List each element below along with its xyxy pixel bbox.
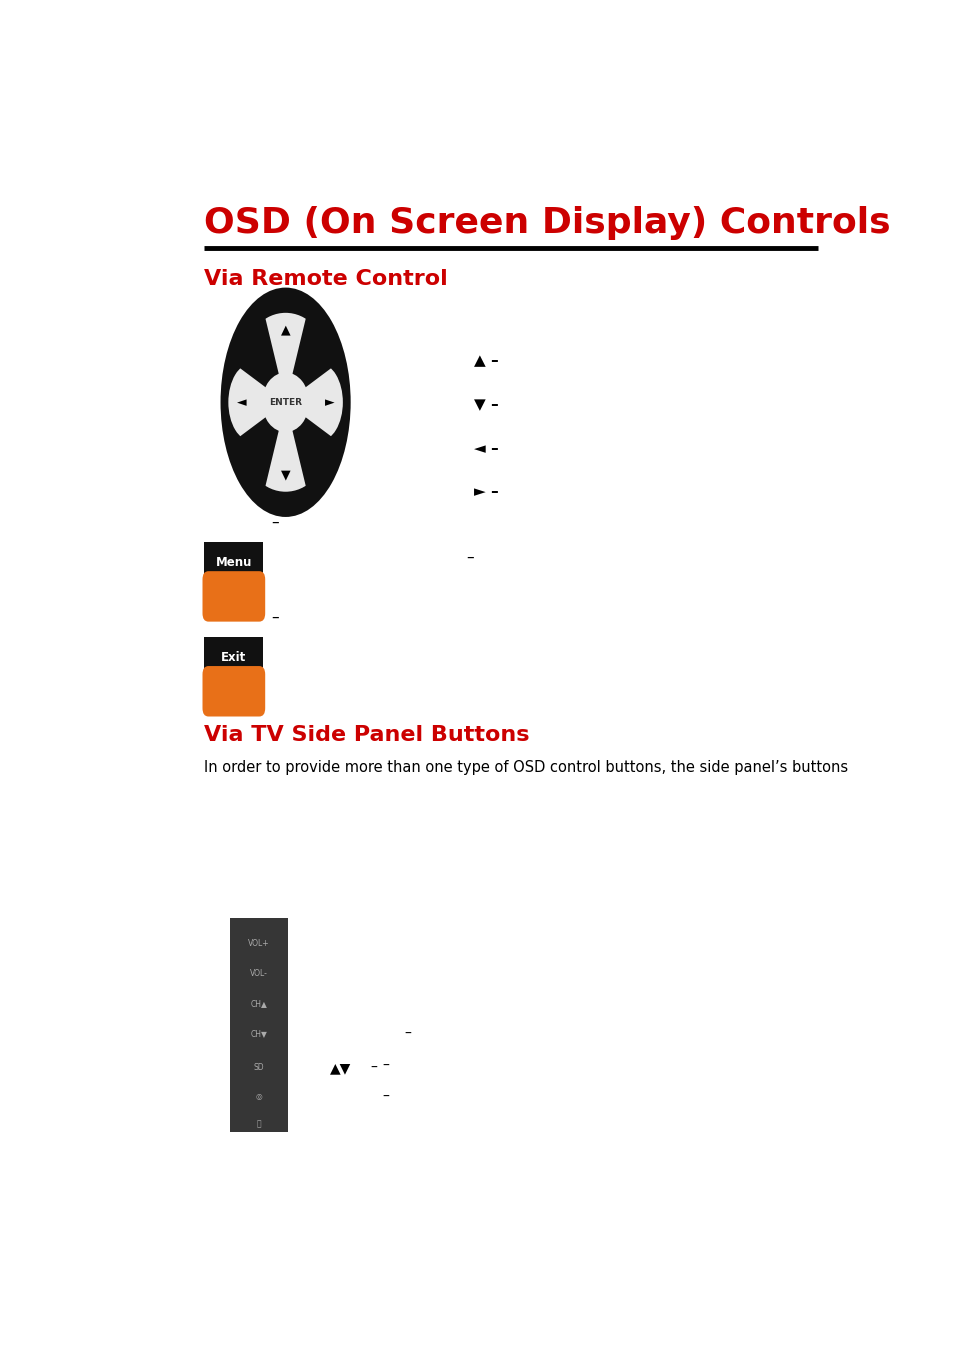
Text: –: – xyxy=(370,1062,377,1075)
Text: ◎: ◎ xyxy=(255,1093,262,1101)
Text: –: – xyxy=(271,609,278,624)
Polygon shape xyxy=(229,302,285,402)
Ellipse shape xyxy=(263,374,308,431)
Polygon shape xyxy=(229,402,285,502)
Text: Exit: Exit xyxy=(221,651,246,665)
Text: –: – xyxy=(466,550,474,565)
Text: ◄: ◄ xyxy=(236,395,246,409)
FancyBboxPatch shape xyxy=(230,918,288,1132)
Ellipse shape xyxy=(262,372,309,432)
Text: CH▼: CH▼ xyxy=(251,1029,267,1039)
Text: –: – xyxy=(271,515,278,529)
Ellipse shape xyxy=(246,313,324,395)
Ellipse shape xyxy=(295,363,342,441)
Text: ▲ –: ▲ – xyxy=(474,353,498,368)
FancyBboxPatch shape xyxy=(202,571,265,621)
Text: ▲: ▲ xyxy=(280,324,290,337)
Text: ⏻: ⏻ xyxy=(256,1118,261,1128)
Polygon shape xyxy=(285,402,342,502)
Text: VOL-: VOL- xyxy=(250,969,268,979)
Text: In order to provide more than one type of OSD control buttons, the side panel’s : In order to provide more than one type o… xyxy=(204,760,847,774)
Text: VOL+: VOL+ xyxy=(248,940,270,949)
Text: –: – xyxy=(381,1059,389,1072)
Polygon shape xyxy=(285,302,342,402)
Ellipse shape xyxy=(246,409,324,492)
Text: Via Remote Control: Via Remote Control xyxy=(204,269,448,288)
Ellipse shape xyxy=(228,363,274,441)
Text: Menu: Menu xyxy=(215,556,252,570)
FancyBboxPatch shape xyxy=(204,542,263,617)
Text: ◄ –: ◄ – xyxy=(474,440,498,456)
Text: –: – xyxy=(381,1090,389,1104)
Text: SD: SD xyxy=(253,1063,264,1072)
Text: ENTER: ENTER xyxy=(269,398,302,406)
Ellipse shape xyxy=(220,287,351,517)
Text: Via TV Side Panel Buttons: Via TV Side Panel Buttons xyxy=(204,726,529,746)
Text: CH▲: CH▲ xyxy=(251,999,267,1009)
Text: ▲▼: ▲▼ xyxy=(330,1062,351,1075)
Text: OSD (On Screen Display) Controls: OSD (On Screen Display) Controls xyxy=(204,206,890,240)
Text: ▼: ▼ xyxy=(280,468,290,481)
Text: ► –: ► – xyxy=(474,485,498,500)
Text: –: – xyxy=(404,1026,411,1041)
FancyBboxPatch shape xyxy=(204,636,263,712)
FancyBboxPatch shape xyxy=(202,666,265,716)
Text: ►: ► xyxy=(325,395,335,409)
Text: ▼ –: ▼ – xyxy=(474,397,498,412)
